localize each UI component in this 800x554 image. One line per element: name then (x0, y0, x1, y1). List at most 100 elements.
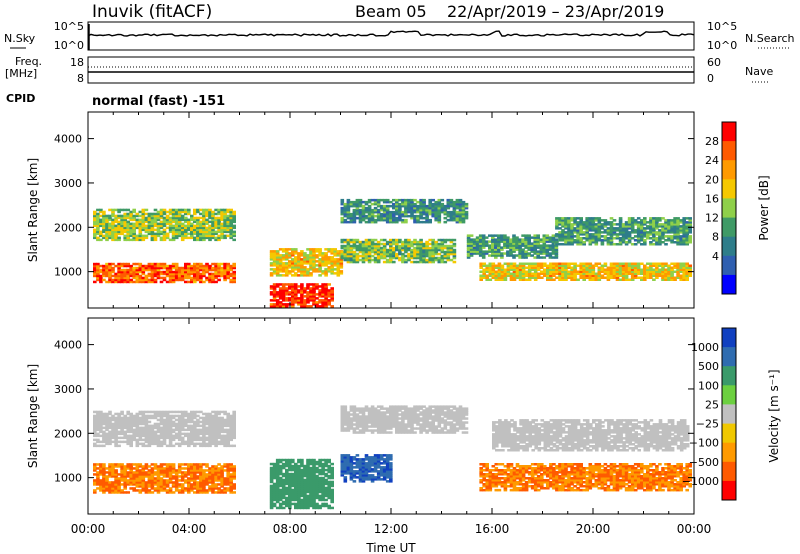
heatmap-cell (223, 440, 227, 444)
heatmap-cell (594, 217, 599, 220)
heatmap-cell (208, 489, 212, 492)
heatmap-cell (126, 268, 130, 272)
nsky-line (87, 30, 695, 37)
heatmap-cell (165, 272, 170, 276)
heatmap-cell (159, 422, 164, 426)
heatmap-cell (202, 234, 206, 238)
heatmap-cell (349, 218, 354, 222)
heatmap-cell (649, 221, 653, 224)
heatmap-cell (627, 227, 632, 230)
heatmap-cell (515, 238, 519, 241)
heatmap-cell (303, 266, 307, 269)
heatmap-cell (410, 212, 414, 216)
heatmap-cell (670, 270, 674, 273)
heatmap-cell (120, 274, 124, 278)
heatmap-cell (285, 297, 289, 300)
heatmap-cell (196, 434, 200, 438)
heatmap-cell (190, 473, 194, 476)
heatmap-cell (300, 301, 304, 304)
heatmap-cell (407, 238, 411, 242)
heatmap-cell (488, 268, 493, 271)
heatmap-cell (193, 212, 197, 216)
heatmap-cell (434, 200, 438, 204)
heatmap-cell (452, 212, 457, 216)
heatmap-cell (327, 299, 331, 302)
heatmap-cell (376, 258, 381, 262)
heatmap-cell (633, 276, 638, 279)
heatmap-cell (232, 280, 236, 284)
heatmap-cell (419, 248, 423, 252)
heatmap-cell (196, 471, 200, 474)
heatmap-cell (199, 228, 203, 232)
heatmap-cell (129, 430, 133, 434)
heatmap-cell (321, 295, 325, 298)
heatmap-cell (524, 246, 528, 249)
heatmap-cell (352, 252, 357, 256)
heatmap-cell (93, 442, 97, 446)
heatmap-cell (349, 260, 354, 264)
heatmap-cell (199, 475, 203, 478)
heatmap-cell (229, 414, 233, 418)
heatmap-cell (120, 491, 124, 494)
heatmap-cell (165, 416, 170, 420)
heatmap-cell (512, 274, 517, 277)
heatmap-cell (554, 244, 559, 247)
heatmap-cell (306, 248, 310, 251)
heatmap-cell (105, 422, 109, 426)
heatmap-cell (545, 244, 550, 247)
heatmap-cell (93, 228, 97, 232)
heatmap-cell (126, 234, 130, 238)
heatmap-cell (291, 295, 295, 298)
heatmap-cell (184, 208, 188, 212)
heatmap-cell (211, 216, 215, 220)
heatmap-cell (205, 412, 209, 416)
heatmap-cell (150, 473, 155, 476)
heatmap-cell (232, 424, 236, 428)
heatmap-cell (422, 250, 426, 254)
heatmap-cell (96, 432, 100, 436)
heatmap-cell (428, 242, 432, 246)
heatmap-cell (484, 250, 489, 253)
heatmap-cell (165, 489, 170, 492)
heatmap-cell (306, 305, 310, 308)
heatmap-cell (102, 438, 106, 442)
heatmap-cell (126, 220, 130, 224)
heatmap-cell (346, 200, 351, 204)
heatmap-cell (144, 230, 149, 234)
heatmap-cell (658, 241, 662, 244)
heatmap-cell (190, 412, 194, 416)
heatmap-cell (636, 231, 641, 234)
heatmap-cell (141, 228, 146, 232)
heatmap-cell (153, 268, 158, 272)
heatmap-cell (144, 224, 149, 228)
heatmap-cell (303, 258, 307, 261)
heatmap-cell (177, 210, 182, 214)
heatmap-cell (527, 254, 531, 257)
heatmap-cell (102, 216, 106, 220)
heatmap-cell (208, 416, 212, 420)
heatmap-cell (422, 204, 426, 208)
heatmap-cell (229, 268, 233, 272)
heatmap-cell (361, 254, 366, 258)
heatmap-cell (291, 260, 295, 263)
heatmap-cell (643, 272, 647, 275)
heatmap-cell (117, 224, 121, 228)
heatmap-cell (370, 246, 375, 250)
heatmap-cell (555, 233, 559, 236)
heatmap-cell (466, 242, 471, 245)
heatmap-cell (452, 218, 457, 222)
heatmap-cell (573, 264, 577, 267)
heatmap-cell (199, 491, 203, 494)
heatmap-cell (187, 262, 191, 266)
heatmap-cell (138, 264, 143, 268)
heatmap-cell (93, 232, 97, 236)
heatmap-cell (180, 272, 185, 276)
heatmap-cell (330, 305, 334, 308)
heatmap-cell (413, 202, 417, 206)
heatmap-cell (275, 256, 280, 259)
heatmap-cell (108, 471, 112, 474)
heatmap-cell (542, 252, 547, 255)
heatmap-cell (153, 487, 158, 490)
heatmap-cell (364, 220, 369, 224)
heatmap-cell (99, 471, 103, 474)
